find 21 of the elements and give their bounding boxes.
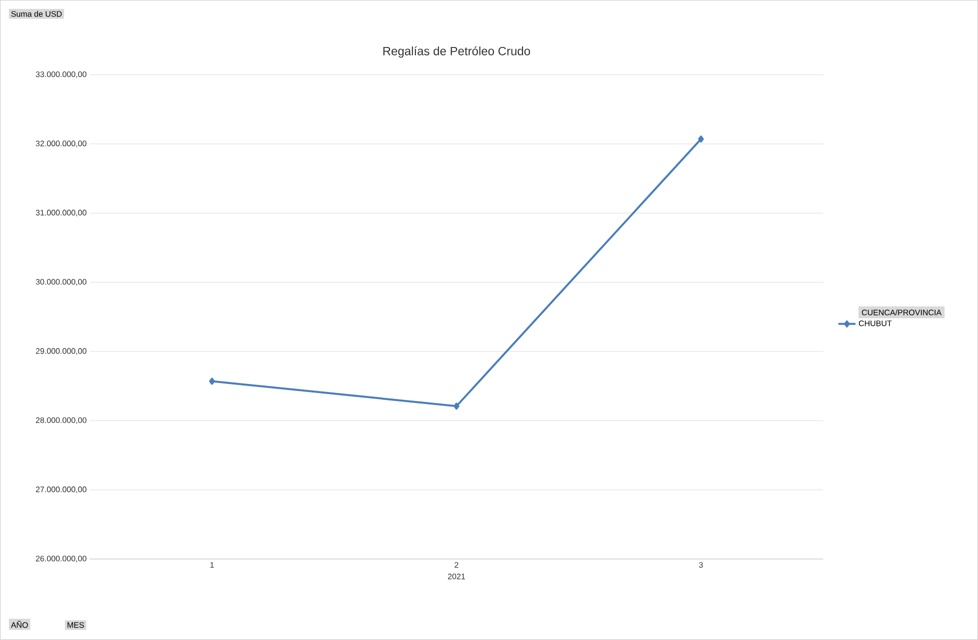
chart-title: Regalías de Petróleo Crudo bbox=[383, 46, 530, 58]
point bbox=[698, 136, 704, 143]
point bbox=[209, 378, 215, 385]
y-tick-label: 26.000.000,00 bbox=[36, 556, 86, 562]
y-tick-label: 31.000.000,00 bbox=[36, 210, 86, 217]
y-tick-label: 30.000.000,00 bbox=[36, 279, 86, 286]
y-tick-label: 33.000.000,00 bbox=[36, 72, 86, 78]
legend-title: CUENCA/PROVINCIA bbox=[862, 310, 942, 316]
x-tick-label: 3 bbox=[699, 562, 703, 568]
text: MES bbox=[68, 622, 84, 628]
x-axis-title: 2021 bbox=[448, 574, 465, 580]
y-tick-label: 29.000.000,00 bbox=[36, 348, 86, 355]
x-tick-label: 2 bbox=[454, 562, 458, 568]
y-tick-label: 27.000.000,00 bbox=[36, 486, 86, 494]
text: AÑO bbox=[10, 620, 28, 628]
x-tick-label: 1 bbox=[210, 562, 214, 568]
y-tick-label: 32.000.000,00 bbox=[36, 140, 86, 148]
point bbox=[454, 402, 460, 410]
y-tick-label: 28.000.000,00 bbox=[36, 417, 86, 424]
text: Suma de USD bbox=[11, 11, 62, 17]
legend-label: CHUBUT bbox=[858, 320, 892, 326]
